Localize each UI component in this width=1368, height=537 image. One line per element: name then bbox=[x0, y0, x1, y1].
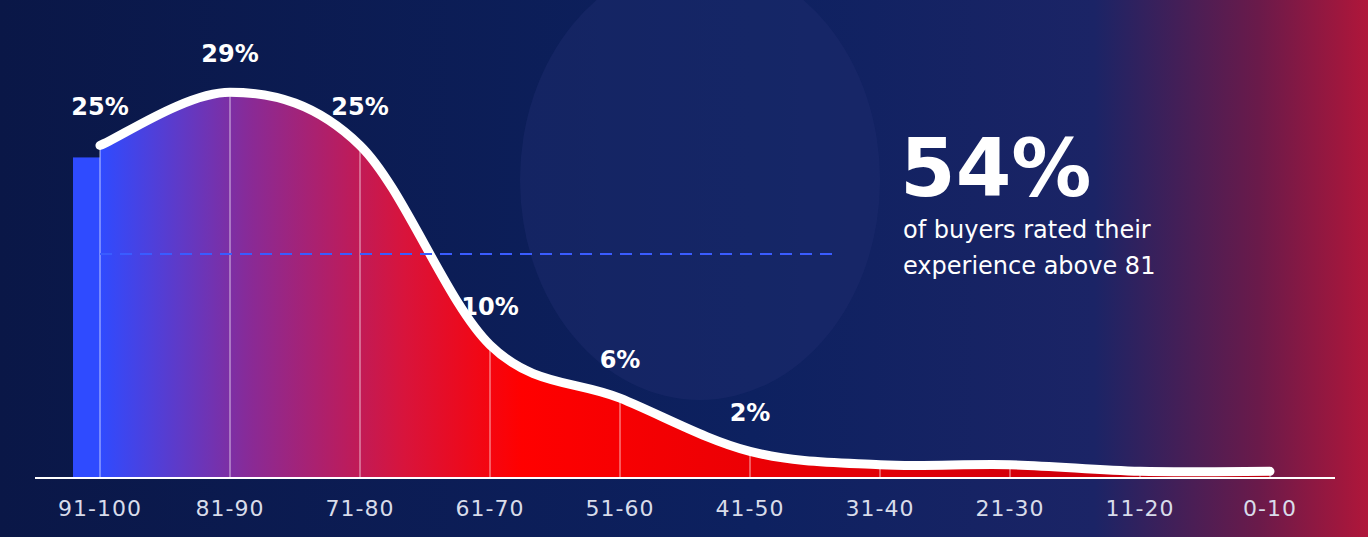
area-edge bbox=[73, 157, 100, 478]
annotation-text: of buyers rated their bbox=[903, 216, 1151, 244]
x-tick-label: 71-80 bbox=[326, 496, 395, 521]
plot-area bbox=[73, 92, 1270, 478]
data-label: 29% bbox=[201, 40, 258, 68]
x-tick-label: 61-70 bbox=[456, 496, 525, 521]
x-tick-label: 21-30 bbox=[976, 496, 1045, 521]
annotation-headline: 54% bbox=[900, 122, 1091, 215]
area bbox=[100, 92, 1270, 478]
curve bbox=[100, 92, 1270, 472]
x-axis bbox=[35, 477, 1335, 479]
annotation-text: experience above 81 bbox=[903, 252, 1155, 280]
drop-line bbox=[360, 145, 361, 478]
drop-line bbox=[100, 145, 101, 478]
drop-line bbox=[620, 398, 621, 478]
x-tick-label: 31-40 bbox=[846, 496, 915, 521]
x-tick-label: 11-20 bbox=[1106, 496, 1175, 521]
drop-line bbox=[230, 92, 231, 478]
data-label: 25% bbox=[331, 93, 388, 121]
data-label: 10% bbox=[461, 293, 518, 321]
x-tick-label: 41-50 bbox=[716, 496, 785, 521]
photo-silhouette bbox=[520, 0, 880, 400]
data-label: 25% bbox=[71, 93, 128, 121]
x-tick-label: 81-90 bbox=[196, 496, 265, 521]
chart: 91-100 81-90 71-80 61-70 51-60 41-50 31-40 21-3… bbox=[0, 0, 1368, 537]
drop-line bbox=[490, 345, 491, 478]
dashed-line bbox=[100, 253, 840, 255]
x-tick-label: 91-100 bbox=[58, 496, 142, 521]
x-tick-label: 51-60 bbox=[586, 496, 655, 521]
data-label: 6% bbox=[600, 346, 641, 374]
x-tick-label: 0-10 bbox=[1243, 496, 1297, 521]
data-label: 2% bbox=[730, 399, 771, 427]
